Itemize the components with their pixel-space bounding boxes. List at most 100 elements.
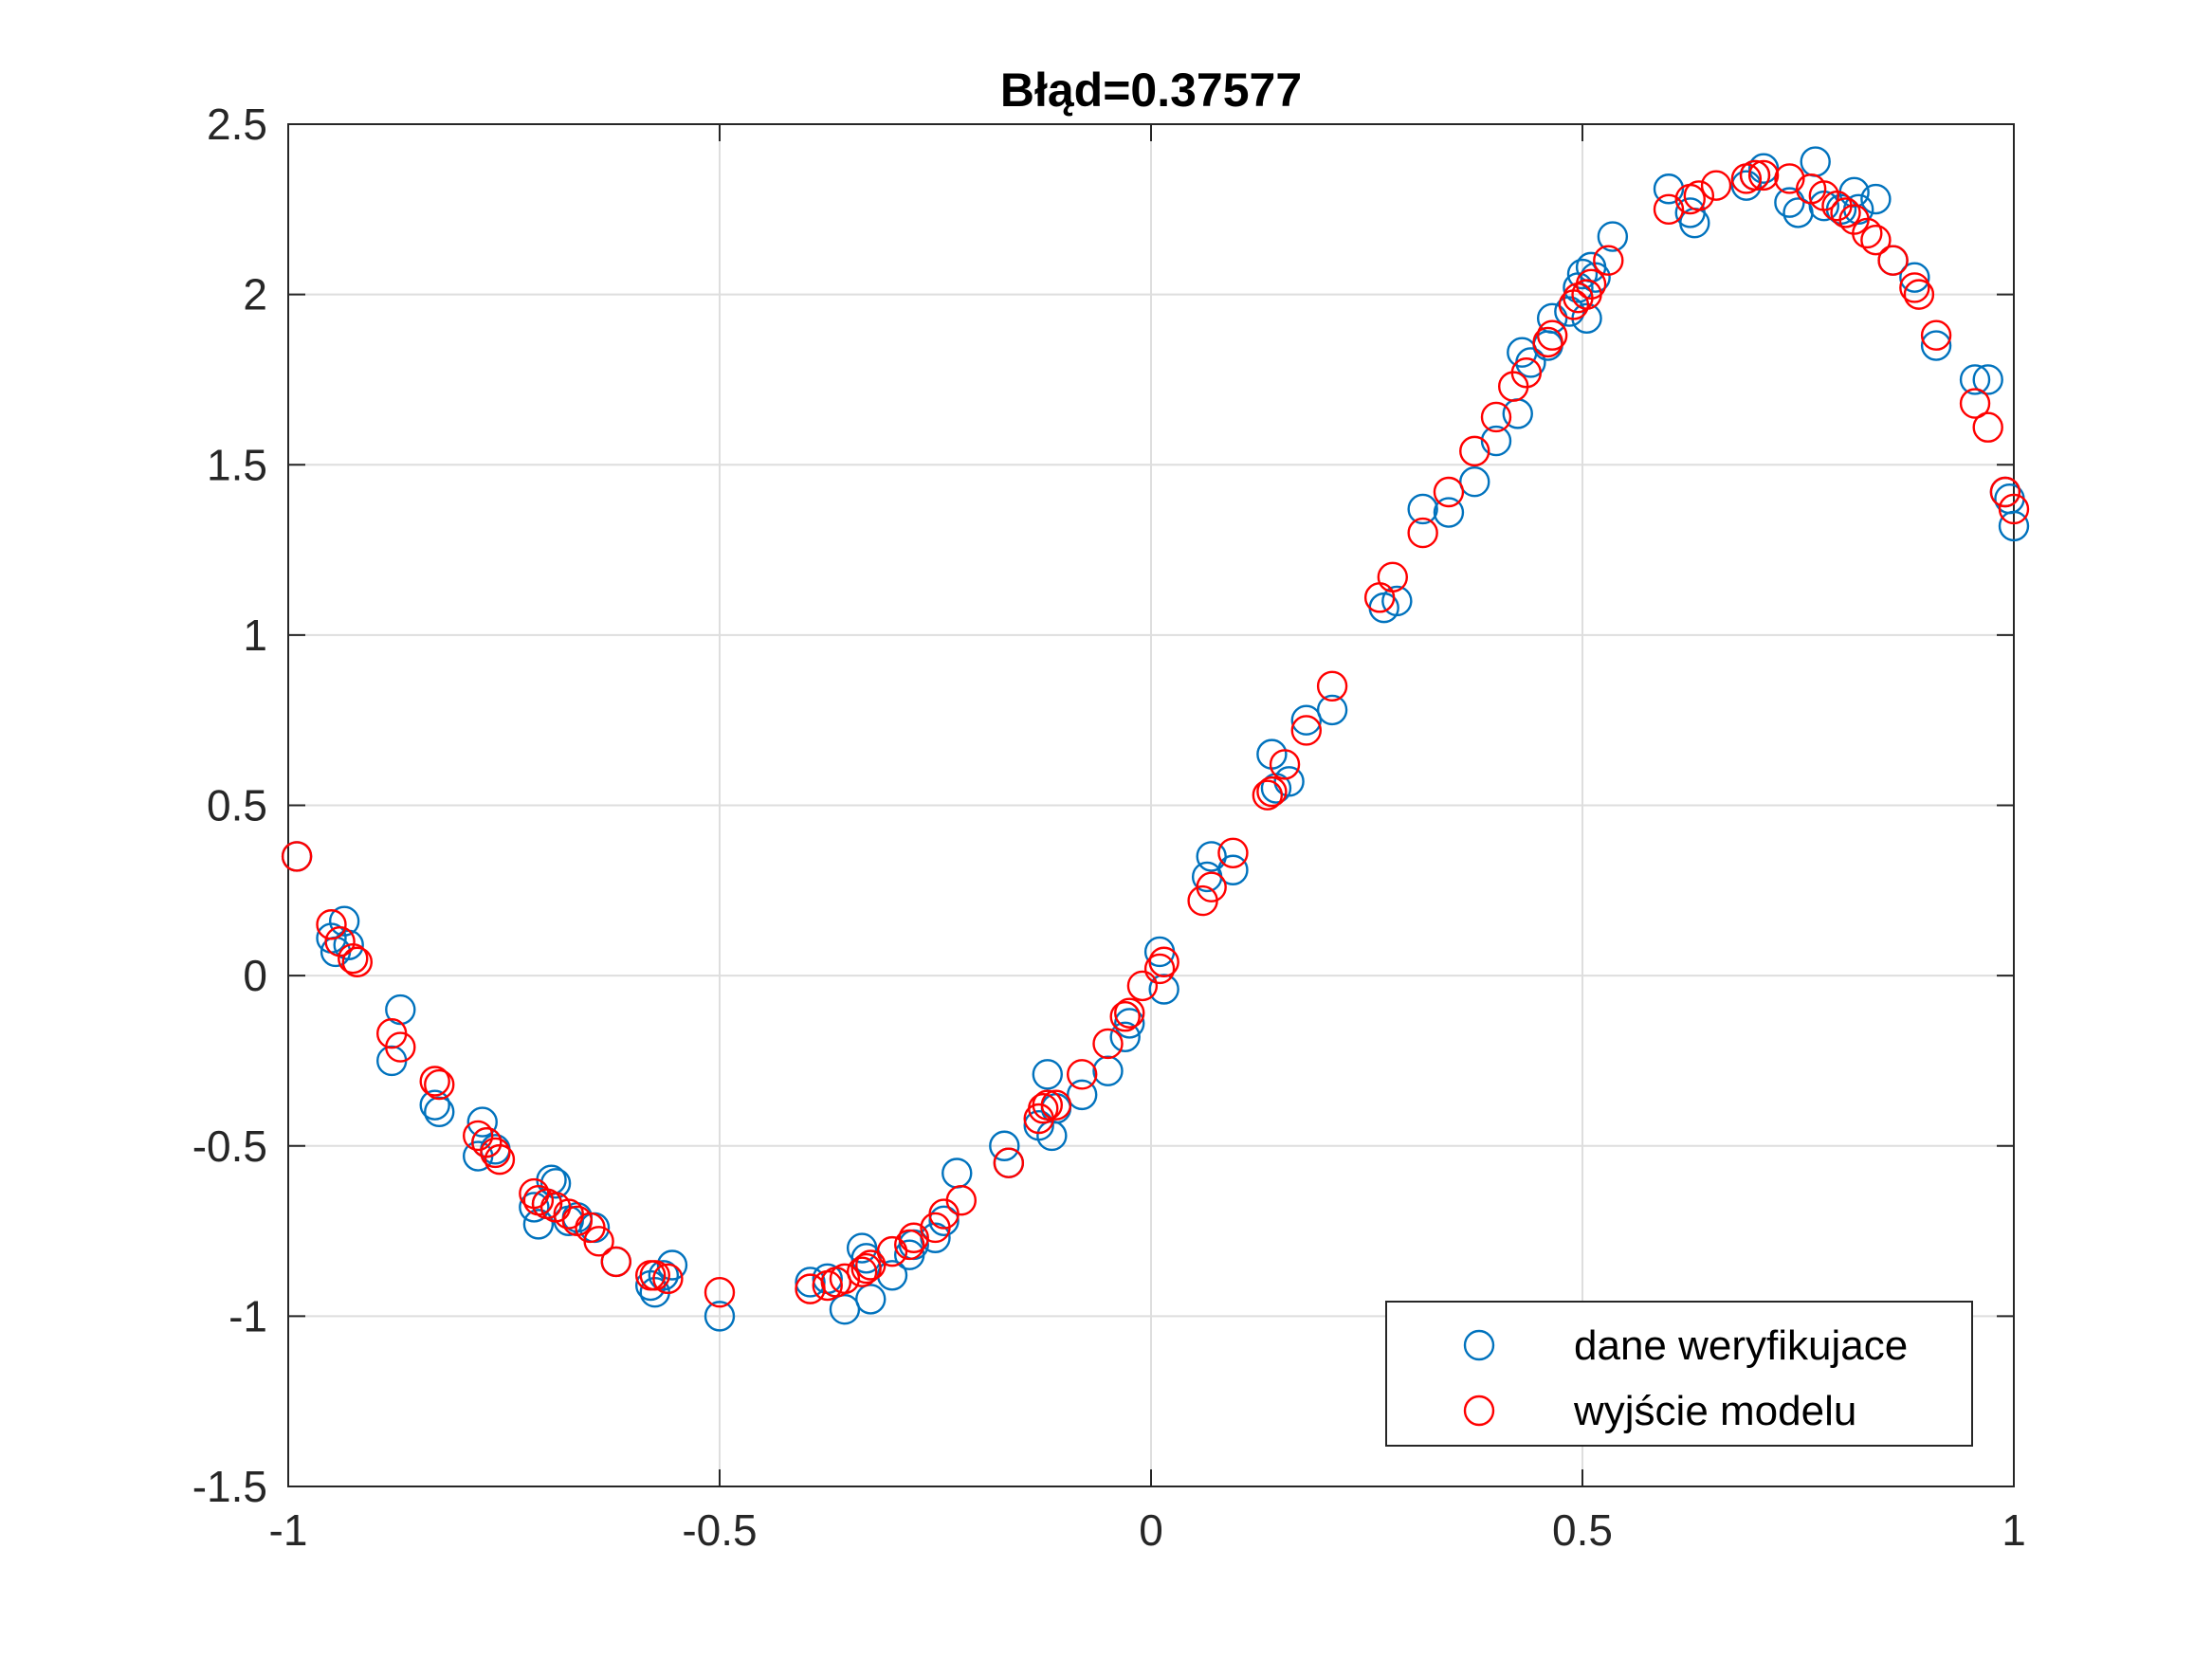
- data-point-series-1: [1774, 187, 1805, 218]
- data-point-series-2: [1747, 159, 1780, 191]
- data-point-series-1: [1800, 146, 1831, 177]
- data-point-series-2: [993, 1147, 1025, 1178]
- y-tick-label: 1: [243, 611, 267, 660]
- data-point-series-2: [1830, 197, 1861, 228]
- data-point-series-1: [1566, 258, 1599, 290]
- data-point-series-2: [652, 1263, 684, 1295]
- data-point-series-2: [1114, 997, 1145, 1029]
- data-point-series-2: [316, 909, 347, 940]
- data-point-series-2: [829, 1263, 861, 1295]
- data-point-series-2: [1959, 388, 1991, 419]
- data-point-series-2: [1903, 279, 1935, 310]
- data-point-series-2: [1217, 837, 1249, 868]
- data-markers: [281, 146, 2030, 1332]
- data-point-series-1: [1972, 364, 2003, 395]
- data-point-series-2: [1126, 970, 1159, 1002]
- data-point-series-2: [583, 1226, 614, 1257]
- data-point-series-2: [424, 1068, 455, 1101]
- data-point-series-2: [894, 1229, 925, 1261]
- data-point-series-2: [1407, 517, 1438, 549]
- data-point-series-1: [1407, 493, 1438, 525]
- data-point-series-2: [846, 1256, 878, 1287]
- data-point-series-2: [1739, 159, 1771, 191]
- y-tick-label: 2.5: [207, 100, 267, 149]
- y-tick-label: 0.5: [207, 781, 267, 830]
- data-point-series-1: [385, 994, 416, 1026]
- data-point-series-1: [795, 1267, 826, 1298]
- data-point-series-1: [1290, 704, 1323, 736]
- data-point-series-1: [1480, 425, 1512, 457]
- data-point-series-1: [1316, 694, 1348, 726]
- data-point-series-2: [338, 942, 369, 975]
- data-point-series-1: [539, 1168, 572, 1199]
- data-point-series-2: [1536, 319, 1568, 351]
- data-point-series-2: [1363, 582, 1396, 613]
- data-point-series-2: [419, 1066, 450, 1097]
- legend-marker-series-2: [1463, 1395, 1495, 1427]
- data-point-series-1: [519, 1192, 550, 1223]
- y-tick-label: 2: [243, 270, 267, 319]
- data-point-series-1: [1959, 364, 1991, 395]
- x-tick-label: 0.5: [1552, 1505, 1613, 1555]
- data-point-series-1: [1148, 974, 1179, 1005]
- data-point-series-1: [1860, 183, 1892, 215]
- data-point-series-2: [480, 1137, 511, 1169]
- data-point-series-1: [1114, 1008, 1145, 1039]
- data-point-series-1: [328, 905, 360, 937]
- data-point-series-1: [941, 1158, 973, 1189]
- data-point-series-1: [419, 1089, 450, 1121]
- y-tick-label: 0: [243, 951, 267, 1000]
- data-point-series-2: [1252, 779, 1284, 811]
- x-tick-label: 0: [1139, 1505, 1163, 1555]
- data-point-series-2: [341, 946, 373, 977]
- data-point-series-2: [1860, 224, 1892, 256]
- y-tick-label: -1.5: [192, 1462, 267, 1511]
- data-point-series-2: [1510, 357, 1543, 389]
- data-point-series-2: [1700, 170, 1732, 201]
- data-point-series-2: [553, 1198, 584, 1230]
- data-point-series-1: [1730, 170, 1763, 201]
- data-point-series-2: [1032, 1089, 1064, 1121]
- data-point-series-2: [484, 1143, 516, 1176]
- data-point-series-1: [522, 1209, 555, 1240]
- data-point-series-2: [600, 1246, 631, 1278]
- data-point-series-2: [1989, 476, 2021, 508]
- data-point-series-2: [1877, 245, 1909, 276]
- data-point-series-1: [1899, 262, 1930, 293]
- data-point-series-2: [1377, 561, 1409, 593]
- data-point-series-2: [1480, 401, 1512, 433]
- data-point-series-2: [1196, 871, 1227, 902]
- data-point-series-1: [989, 1130, 1020, 1161]
- legend-label-series-1: dane weryfikujace: [1574, 1322, 1908, 1369]
- data-point-series-1: [1747, 153, 1780, 184]
- legend: dane weryfikujace wyjście modelu: [1385, 1301, 1973, 1447]
- data-point-series-2: [639, 1260, 670, 1291]
- data-point-series-1: [1381, 585, 1413, 617]
- data-point-series-2: [1040, 1089, 1072, 1121]
- data-point-series-1: [656, 1249, 688, 1281]
- grid: [288, 124, 2014, 1486]
- data-point-series-2: [1092, 1028, 1124, 1060]
- legend-marker-series-1: [1463, 1329, 1495, 1361]
- data-point-series-2: [1532, 326, 1563, 358]
- axis-ticks: -1 -0.5 0 0.5 1-1.5-1-0.500.511.522.5: [192, 100, 2026, 1555]
- data-point-series-2: [1256, 775, 1288, 808]
- data-point-series-2: [1028, 1093, 1059, 1124]
- data-point-series-1: [466, 1106, 498, 1138]
- data-point-series-1: [1032, 1059, 1064, 1090]
- x-tick-label: -1: [269, 1505, 308, 1555]
- data-point-series-2: [850, 1252, 882, 1285]
- y-tick-label: 1.5: [207, 440, 267, 489]
- data-point-series-2: [1852, 217, 1883, 249]
- data-point-series-2: [1269, 749, 1301, 780]
- chart-title: Błąd=0.37577: [1000, 64, 1302, 117]
- data-point-series-1: [1217, 854, 1249, 885]
- data-point-series-1: [1109, 1021, 1141, 1052]
- data-point-series-2: [1575, 268, 1607, 301]
- data-point-series-2: [281, 841, 313, 872]
- data-point-series-1: [1256, 738, 1288, 770]
- data-point-series-2: [1774, 163, 1805, 194]
- data-point-series-2: [876, 1235, 908, 1267]
- data-point-series-2: [1066, 1059, 1098, 1090]
- data-point-series-1: [1998, 510, 2030, 542]
